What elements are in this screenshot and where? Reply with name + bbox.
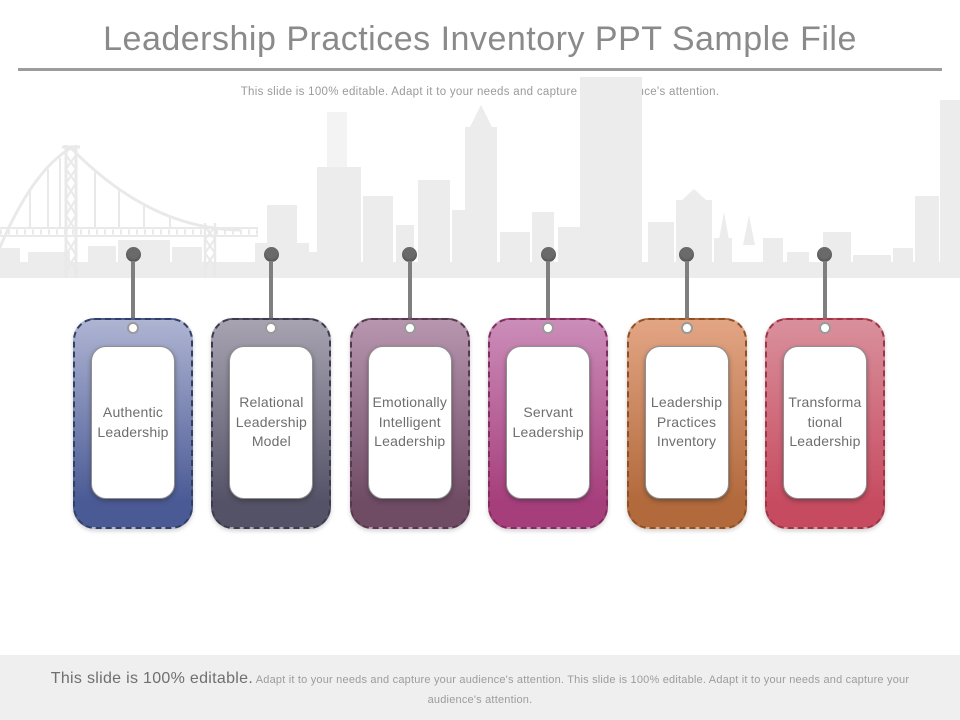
pin-string [407,261,412,324]
footer-lead-text: This slide is 100% editable. [50,670,254,687]
pin-string [131,261,135,324]
tag-label-panel: Relational Leadership Model [229,346,314,499]
tag-hole-icon [542,322,555,334]
pin-string [684,261,689,324]
tag-hole-icon [127,322,139,334]
tag-column-transformational-leadership: Transforma tional Leadership [764,247,885,537]
tag-column-authentic-leadership: Authentic Leadership [73,247,193,537]
footer-bar: This slide is 100% editable. Adapt it to… [0,655,960,720]
tag-label: Leadership Practices Inventory [650,394,723,450]
tag-hole-icon [403,322,416,334]
tag-label-panel: Transforma tional Leadership [782,346,867,499]
pin-icon [817,247,833,262]
tag-card-transformational-leadership: Transforma tional Leadership [764,318,885,529]
pin-icon [540,247,556,262]
title-divider [18,68,942,72]
pin-string [269,261,274,324]
tag-label: Servant Leadership [512,403,584,440]
pin-icon [263,247,279,262]
tag-label: Emotionally Intelligent Leadership [372,394,448,450]
pin-icon [402,247,418,262]
pin-string [822,261,827,324]
tag-label-panel: Emotionally Intelligent Leadership [367,346,452,499]
tag-card-emotionally-intelligent-leadership: Emotionally Intelligent Leadership [349,318,470,529]
tag-column-relational-leadership-model: Relational Leadership Model [211,247,332,537]
page-title: Leadership Practices Inventory PPT Sampl… [103,20,857,58]
tag-label: Authentic Leadership [97,403,169,440]
tag-column-emotionally-intelligent-leadership: Emotionally Intelligent Leadership [349,247,470,537]
suspension-bridge [0,145,258,278]
tag-column-leadership-practices-inventory: Leadership Practices Inventory [626,247,747,537]
tag-hole-icon [818,322,831,334]
tag-hole-icon [265,322,278,334]
tag-card-leadership-practices-inventory: Leadership Practices Inventory [626,318,747,529]
tag-column-servant-leadership: Servant Leadership [488,247,609,537]
tag-hole-icon [680,322,693,334]
footer-rest-text: Adapt it to your needs and capture your … [255,674,910,706]
hanging-tags-row: Authentic Leadership Relational Leadersh… [73,247,885,537]
footer-text: This slide is 100% editable. Adapt it to… [34,667,926,709]
tag-label: Transforma tional Leadership [788,394,862,450]
tag-label-panel: Servant Leadership [506,346,591,499]
tag-label-panel: Authentic Leadership [91,346,175,499]
tag-label: Relational Leadership Model [235,394,308,450]
tag-card-servant-leadership: Servant Leadership [488,318,609,529]
tag-card-relational-leadership-model: Relational Leadership Model [211,318,332,529]
pin-string [546,261,551,324]
pin-icon [679,247,695,262]
tag-card-authentic-leadership: Authentic Leadership [73,318,193,529]
pin-icon [125,247,141,262]
city-skyline-illustration [0,77,960,278]
tag-label-panel: Leadership Practices Inventory [644,346,729,499]
